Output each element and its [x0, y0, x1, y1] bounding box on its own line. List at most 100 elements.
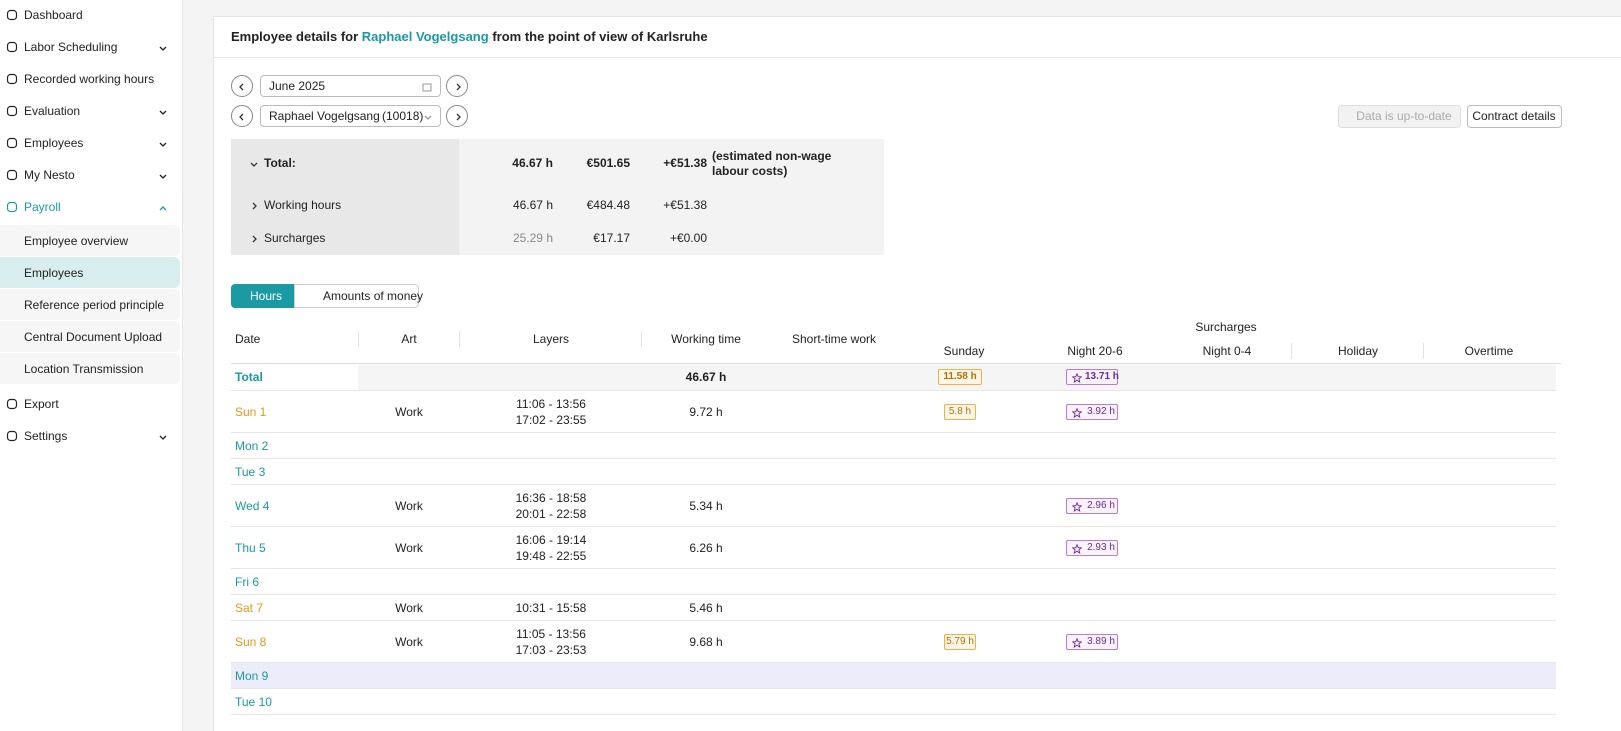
summary-right [459, 139, 884, 255]
row-border [231, 484, 1556, 485]
row-working: 9.68 h [689, 634, 723, 649]
row-date[interactable]: Sat 7 [235, 600, 264, 615]
row-border [231, 662, 1556, 663]
nav-next[interactable] [446, 105, 468, 127]
row-working: 5.34 h [689, 498, 723, 513]
summary-chevron[interactable] [249, 158, 259, 172]
total-working: 46.67 h [685, 370, 727, 384]
menu-chevron[interactable] [158, 202, 168, 216]
row-date[interactable]: Tue 3 [235, 464, 266, 479]
column-header: Date [235, 332, 261, 346]
column-sep [1291, 343, 1292, 359]
input-box[interactable] [260, 75, 441, 97]
menu-icon [6, 398, 18, 413]
menu-item[interactable]: Recorded working hours [24, 72, 155, 86]
menu-icon [6, 73, 18, 88]
employee-id: (10018) [382, 109, 424, 123]
row-border [231, 390, 1556, 391]
summary-label[interactable]: Total: [264, 156, 296, 170]
tab-label[interactable]: Amounts of money [323, 289, 424, 303]
status-button-label: Data is up-to-date [1356, 109, 1452, 123]
summary-amount: €501.65 [586, 156, 630, 170]
contract-button[interactable] [1467, 105, 1562, 128]
surcharge-header: Night 20-6 [1067, 344, 1123, 358]
row-date[interactable]: Wed 4 [235, 498, 270, 513]
night-badge: 3.92 h [1066, 403, 1118, 421]
row-date[interactable]: Sun 1 [235, 404, 267, 419]
row-layer: 19:48 - 22:55 [515, 548, 587, 563]
row-date[interactable]: Mon 9 [235, 668, 269, 683]
tab[interactable] [294, 284, 419, 308]
sunday-badge: 11.58 h [938, 369, 982, 385]
submenu-item[interactable]: Location Transmission [24, 362, 144, 376]
row-layer: 16:36 - 18:58 [515, 490, 587, 505]
status-button [1338, 105, 1461, 128]
submenu-item[interactable]: Central Document Upload [24, 330, 163, 344]
submenu-item[interactable]: Employee overview [24, 234, 129, 248]
menu-item[interactable]: Export [24, 397, 59, 411]
summary-label[interactable]: Surcharges [264, 231, 326, 245]
menu-item[interactable]: Payroll [24, 200, 61, 214]
summary-chevron[interactable] [249, 233, 259, 247]
row-date[interactable]: Mon 2 [235, 438, 269, 453]
column-sep [358, 331, 359, 347]
summary-extra: +€51.38 [663, 156, 707, 170]
row-layer: 16:06 - 19:14 [515, 532, 587, 547]
row-date[interactable]: Fri 6 [235, 574, 259, 589]
row-layer: 11:05 - 13:56 [516, 626, 586, 641]
column-header: Working time [671, 332, 741, 346]
total-label: Total [235, 370, 263, 384]
badge-text: 5.8 h [948, 405, 972, 417]
tab-label[interactable]: Hours [250, 289, 283, 303]
month-input[interactable]: June 2025 [269, 79, 326, 93]
sunday-badge: 5.8 h [944, 403, 976, 420]
submenu-item[interactable]: Employees [24, 266, 84, 280]
summary-note: (estimated non-wage labour costs) [712, 149, 832, 178]
badge-text: 2.96 h [1087, 499, 1115, 511]
submenu-item[interactable]: Reference period principle [24, 298, 165, 312]
star-icon [1071, 407, 1083, 421]
menu-item[interactable]: Employees [24, 136, 84, 150]
row-art: Work [395, 498, 423, 513]
menu-chevron[interactable] [158, 170, 168, 184]
menu-item[interactable]: Dashboard [24, 8, 83, 22]
menu-chevron[interactable] [158, 42, 168, 56]
row-art: Work [395, 634, 423, 649]
menu-item[interactable]: Settings [24, 429, 68, 443]
night-badge: 3.89 h [1066, 633, 1118, 650]
menu-item[interactable]: Labor Scheduling [24, 40, 118, 54]
row-layer: 11:06 - 13:56 [516, 396, 586, 411]
summary-chevron[interactable] [249, 200, 259, 214]
menu-chevron[interactable] [158, 106, 168, 120]
tab[interactable] [231, 284, 294, 308]
summary-label[interactable]: Working hours [264, 198, 342, 212]
employee-select[interactable]: Raphael Vogelgsang [269, 109, 380, 123]
star-icon [1071, 543, 1083, 557]
row-date[interactable]: Thu 5 [235, 540, 266, 555]
menu-item[interactable]: My Nesto [24, 168, 75, 182]
row-art: Work [395, 600, 423, 615]
menu-icon [6, 105, 18, 120]
submenu-bg [0, 289, 180, 320]
column-header: Layers [532, 332, 570, 346]
input-box[interactable] [260, 105, 441, 127]
badge-text: 5.79 h [946, 635, 974, 647]
title-part[interactable]: Raphael Vogelgsang [361, 29, 489, 44]
nav-prev[interactable] [231, 75, 253, 97]
nav-prev[interactable] [231, 105, 253, 127]
surcharge-header: Holiday [1337, 344, 1379, 358]
badge-text: 13.71 h [1085, 371, 1119, 382]
summary-hours: 46.67 h [512, 198, 553, 212]
contract-button-label[interactable]: Contract details [1472, 109, 1556, 123]
nav-next[interactable] [446, 75, 468, 97]
row-border [231, 432, 1556, 433]
row-border [231, 688, 1556, 689]
menu-item[interactable]: Evaluation [24, 104, 81, 118]
title-part: Employee details for [231, 29, 359, 44]
menu-chevron[interactable] [158, 138, 168, 152]
row-date[interactable]: Sun 8 [235, 634, 267, 649]
badge-text: 2.93 h [1087, 541, 1115, 553]
menu-icon [6, 137, 18, 152]
menu-chevron[interactable] [158, 431, 168, 445]
row-date[interactable]: Tue 10 [235, 694, 272, 709]
